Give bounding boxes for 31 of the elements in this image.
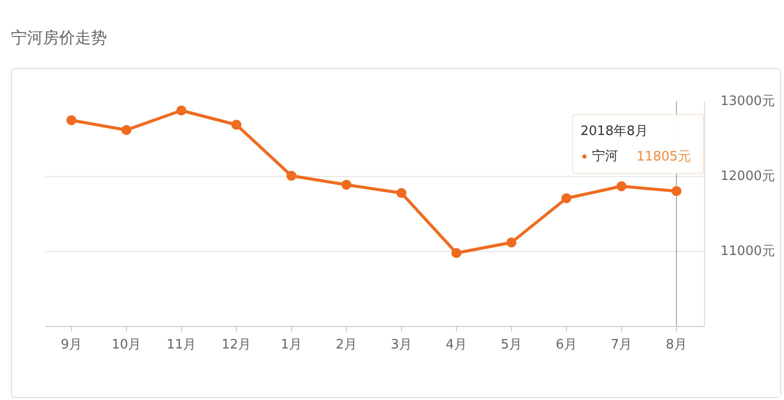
x-tick-label: 5月 [500, 338, 522, 352]
point [506, 238, 516, 248]
x-tick-label: 1月 [280, 338, 302, 352]
x-tick-label: 11月 [166, 338, 196, 352]
point [121, 125, 132, 135]
data-label: 11805元 [636, 150, 691, 165]
point [451, 248, 462, 258]
legend-label: 宁河 [592, 148, 618, 165]
x-tick-label: 3月 [390, 338, 412, 352]
x-tick-label: 2月 [336, 338, 358, 352]
point [341, 180, 352, 190]
x-tick-label: 7月 [610, 338, 632, 352]
point [396, 188, 406, 198]
chart-title: 宁河房价走势 [11, 27, 107, 49]
annotation: 2018年8月 [580, 124, 648, 139]
point [231, 120, 242, 130]
y-tick-label: 12000元 [720, 169, 775, 184]
point [616, 181, 626, 192]
x-tick-label: 4月 [446, 338, 468, 352]
point [66, 115, 76, 126]
y-tick-label: 13000元 [720, 94, 775, 109]
x-tick-label: 8月 [666, 338, 688, 352]
x-tick-label: 6月 [556, 338, 578, 352]
x-tick-label: 10月 [112, 338, 142, 352]
point [176, 106, 186, 116]
x-tick-label: 9月 [60, 338, 82, 352]
point [286, 170, 296, 181]
point [671, 186, 682, 196]
point [561, 193, 572, 204]
y-tick-label: 11000元 [720, 244, 775, 259]
x-tick-label: 12月 [222, 338, 252, 352]
